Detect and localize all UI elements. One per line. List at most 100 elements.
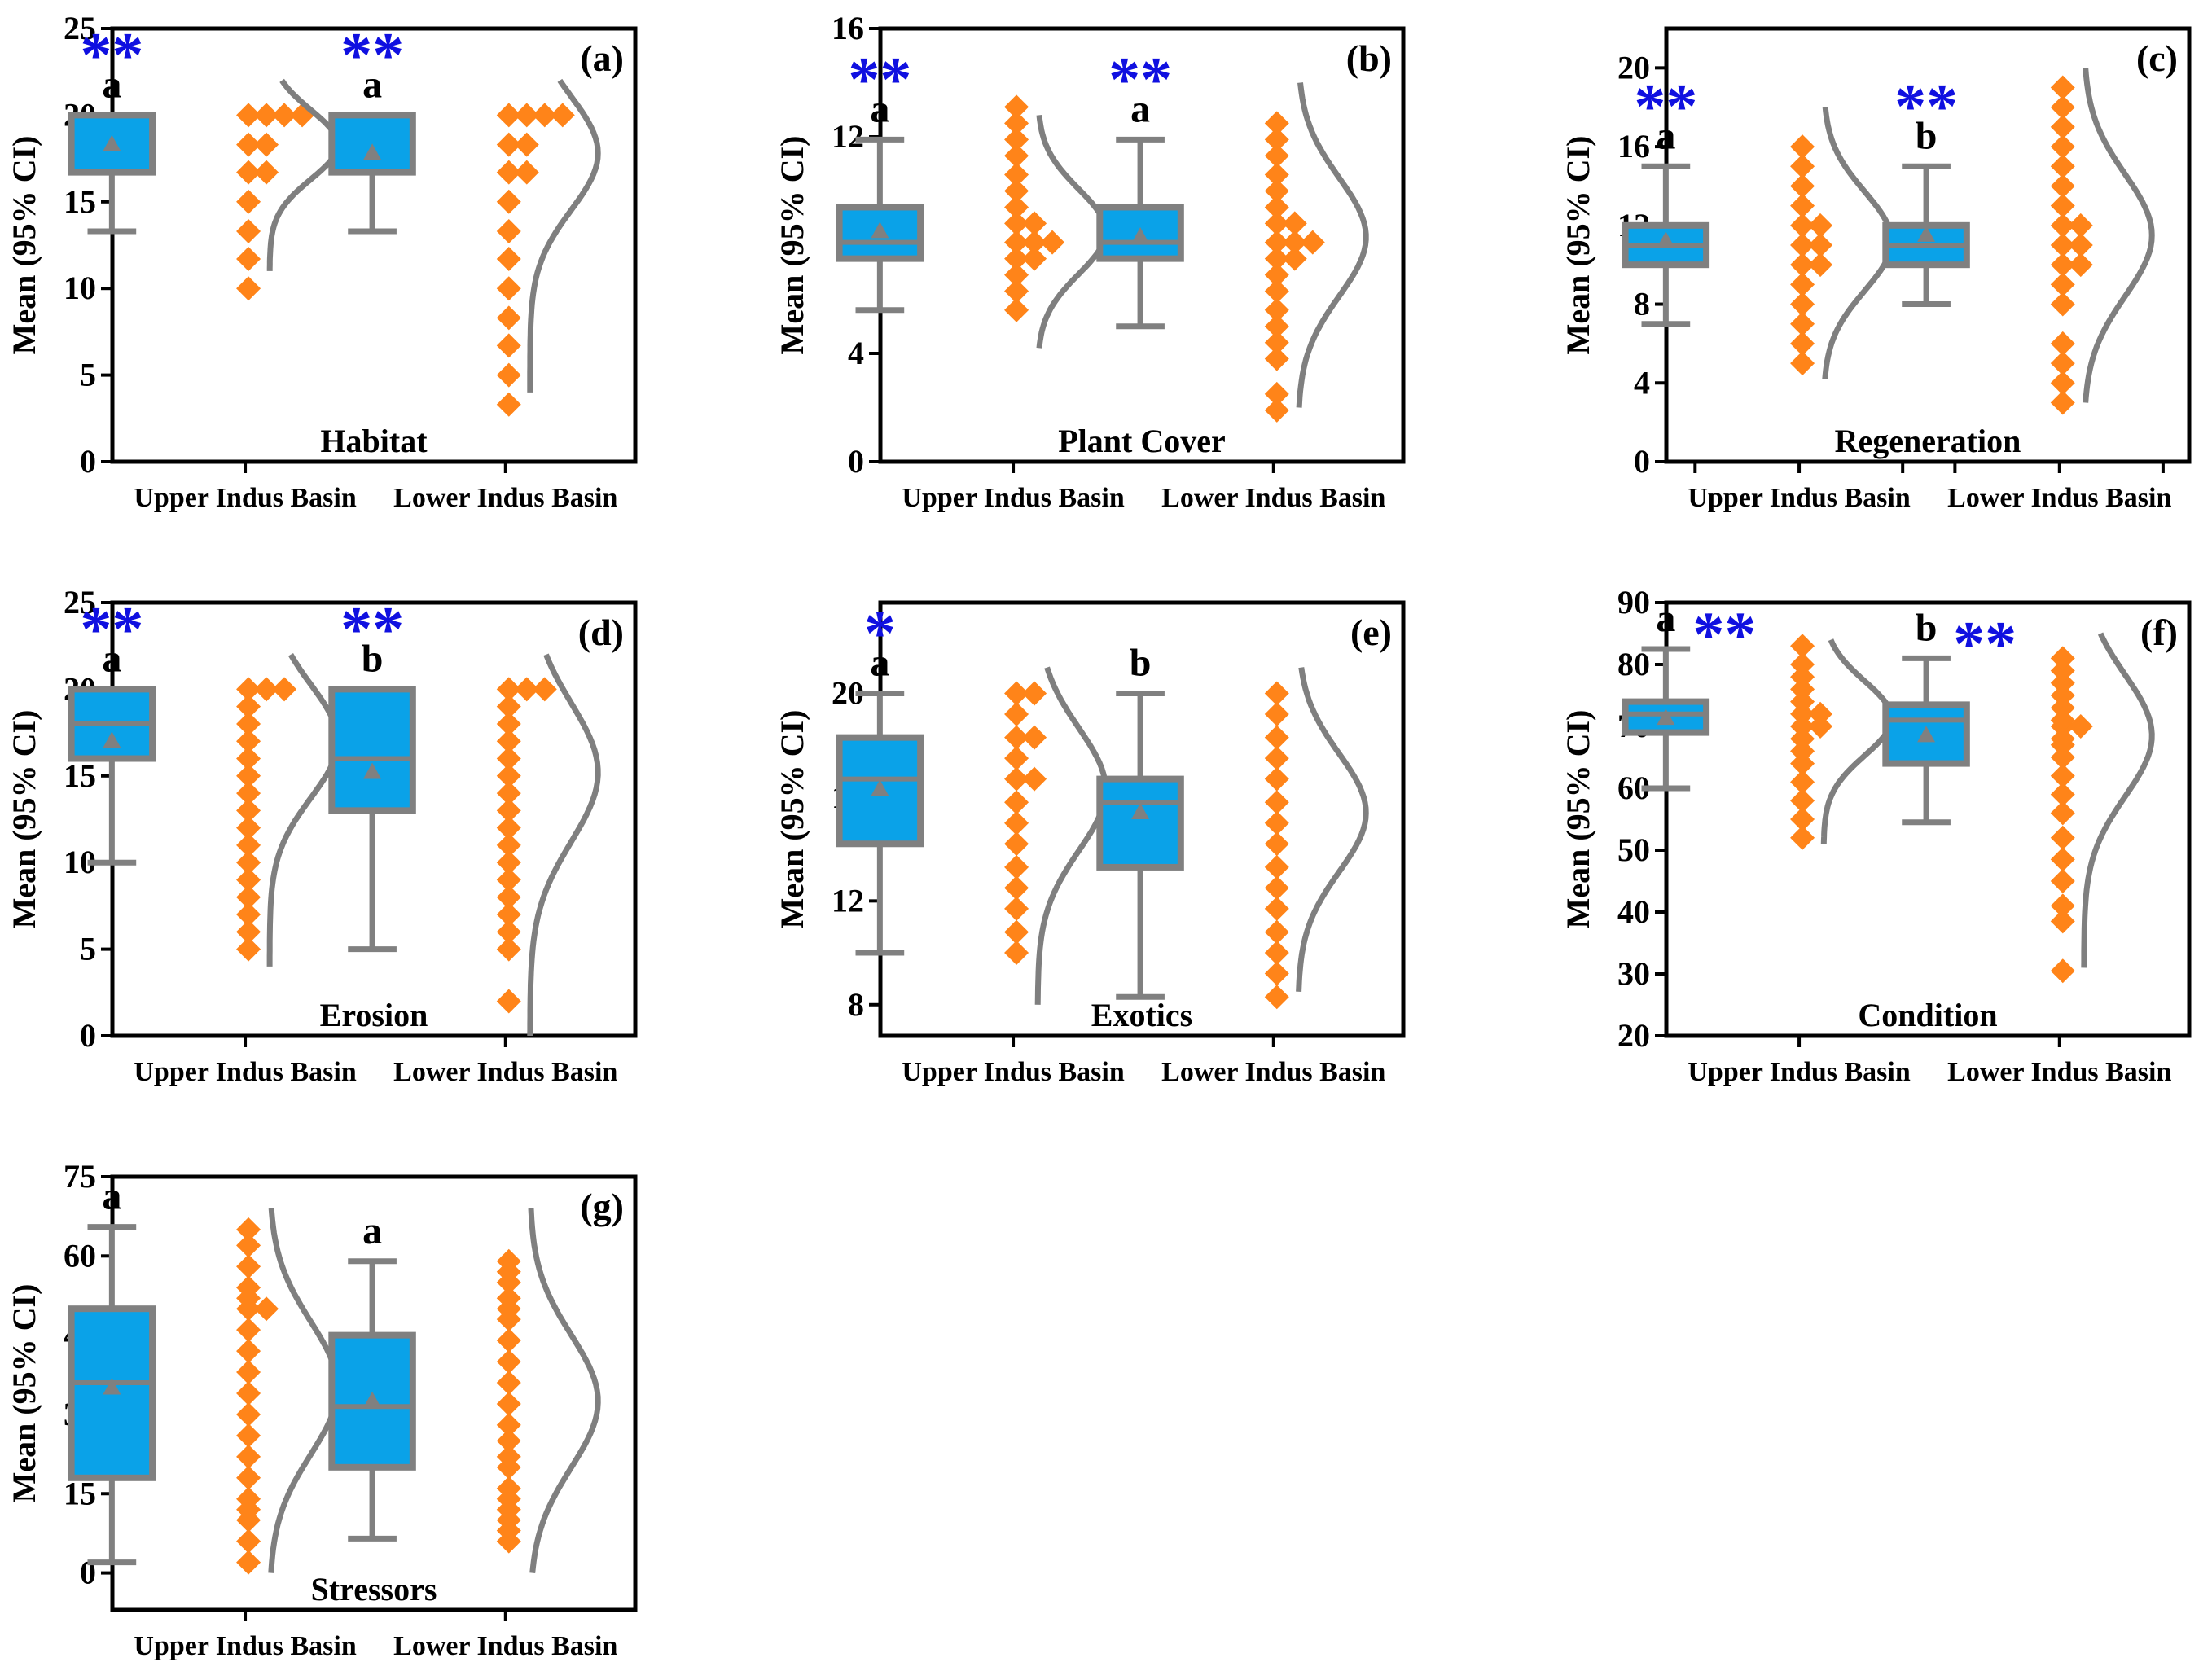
data-point (236, 694, 261, 719)
data-point (236, 867, 261, 893)
data-point (496, 850, 521, 875)
data-point (1790, 714, 1815, 739)
data-point (236, 247, 261, 272)
x-tick-label: Lower Indus Basin (1161, 483, 1385, 513)
data-point (236, 832, 261, 857)
data-point (2050, 800, 2075, 826)
group-upper: a** (68, 593, 341, 967)
data-point (236, 746, 261, 771)
data-point (1808, 252, 1833, 278)
data-point (1264, 919, 1289, 945)
panel-letter: (f) (2140, 612, 2178, 653)
y-tick-label: 12 (832, 118, 864, 155)
data-point (1004, 810, 1029, 836)
data-point (496, 1286, 521, 1311)
significance-letter: b (1916, 114, 1938, 157)
data-point (1264, 681, 1289, 706)
data-point (2050, 94, 2075, 120)
data-point (1790, 213, 1815, 238)
data-point (1808, 714, 1833, 739)
group-lower: b ** (1882, 606, 2155, 984)
data-point (1004, 854, 1029, 879)
data-point (2050, 252, 2075, 278)
data-point (1264, 314, 1289, 339)
data-point (254, 132, 279, 157)
data-point (2050, 670, 2075, 695)
data-point (496, 1476, 521, 1501)
y-axis-label: Mean (95% CI) (1560, 136, 1596, 355)
data-point (236, 919, 261, 945)
x-tick-label: Upper Indus Basin (902, 483, 1124, 513)
data-point (1264, 397, 1289, 423)
data-point (1022, 681, 1047, 706)
data-point (1282, 211, 1307, 236)
data-point (2050, 893, 2075, 919)
data-point (236, 103, 261, 128)
data-point (1004, 701, 1029, 726)
data-point (514, 160, 539, 185)
data-point (290, 103, 315, 128)
y-axis-label: Mean (95% CI) (774, 136, 810, 355)
data-point (1790, 788, 1815, 814)
data-point (2050, 683, 2075, 708)
y-tick-label: 5 (80, 357, 96, 393)
y-axis-label: Mean (95% CI) (1560, 710, 1596, 929)
data-point (2050, 351, 2075, 376)
y-tick-label: 60 (64, 1237, 96, 1274)
mean-marker (1131, 803, 1150, 820)
data-point (496, 247, 521, 272)
data-point (1264, 278, 1289, 304)
data-point (1790, 134, 1815, 160)
y-axis-label: Mean (95% CI) (6, 136, 42, 355)
density-curve (1822, 107, 1895, 379)
panel-title: Plant Cover (1058, 423, 1226, 459)
x-tick-label: Lower Indus Basin (393, 1057, 617, 1087)
y-tick-label: 5 (80, 931, 96, 967)
data-point (236, 1401, 261, 1427)
mean-marker (103, 134, 121, 151)
y-tick-label: 30 (1617, 955, 1650, 992)
data-point (2068, 252, 2093, 278)
data-point (1300, 230, 1325, 255)
data-point (496, 919, 521, 945)
panel-title: Regeneration (1835, 423, 2021, 459)
data-point (496, 305, 521, 331)
group-upper: a** (68, 19, 341, 301)
data-point (1004, 875, 1029, 901)
data-point (236, 1318, 261, 1343)
y-tick-label: 25 (64, 584, 96, 621)
density-curve (266, 78, 341, 271)
iqr-box (328, 686, 416, 814)
panel-letter: (b) (1346, 37, 1392, 79)
data-point (496, 392, 521, 417)
data-point (2068, 213, 2093, 238)
data-point (1004, 278, 1029, 304)
density-curve (2081, 632, 2155, 968)
data-point (2050, 695, 2075, 721)
data-point (1004, 94, 1029, 120)
y-axis-label: Mean (95% CI) (6, 710, 42, 929)
y-tick-label: 0 (848, 443, 864, 480)
data-point (1790, 701, 1815, 726)
panel-f: Upper Indus Basin Lower Indus Basin 20 30 40… (1560, 584, 2192, 1087)
data-point (236, 1423, 261, 1448)
panel-title: Habitat (320, 423, 428, 459)
data-point (1004, 246, 1029, 271)
data-point (272, 677, 297, 702)
y-tick-label: 90 (1617, 584, 1650, 621)
group-lower: b (1096, 641, 1369, 1010)
significance-letter: a (362, 1209, 382, 1252)
significance-stars: ** (80, 593, 143, 664)
data-point (1004, 195, 1029, 220)
significance-letter: a (1130, 87, 1150, 130)
mean-marker (1917, 726, 1936, 743)
data-point (496, 711, 521, 736)
data-point (1004, 919, 1029, 945)
data-point (2050, 658, 2075, 683)
data-point (496, 989, 521, 1014)
data-point (1264, 381, 1289, 406)
data-point (1264, 162, 1289, 187)
